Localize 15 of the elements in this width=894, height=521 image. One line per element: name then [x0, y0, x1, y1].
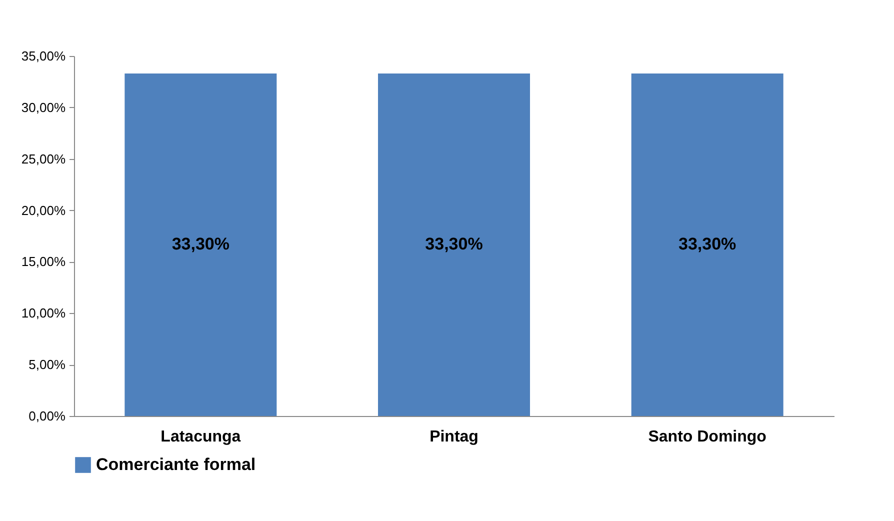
data-label: 33,30%	[425, 234, 483, 254]
x-tick-label: Pintag	[430, 428, 478, 446]
y-tick-label: 25,00%	[21, 151, 66, 166]
y-tick-label: 30,00%	[21, 100, 66, 115]
y-tick-label: 5,00%	[28, 357, 66, 372]
data-label: 33,30%	[172, 234, 230, 254]
data-label: 33,30%	[678, 234, 736, 254]
y-tick-label: 35,00%	[21, 48, 66, 64]
y-tick-label: 20,00%	[21, 202, 66, 218]
y-tick-label: 0,00%	[28, 408, 66, 424]
y-tick-label: 10,00%	[21, 306, 66, 321]
y-tick-label: 15,00%	[21, 254, 66, 270]
x-tick-label: Santo Domingo	[648, 428, 767, 446]
legend-label: Comerciante formal	[96, 455, 256, 474]
x-tick-label: Latacunga	[160, 428, 241, 446]
